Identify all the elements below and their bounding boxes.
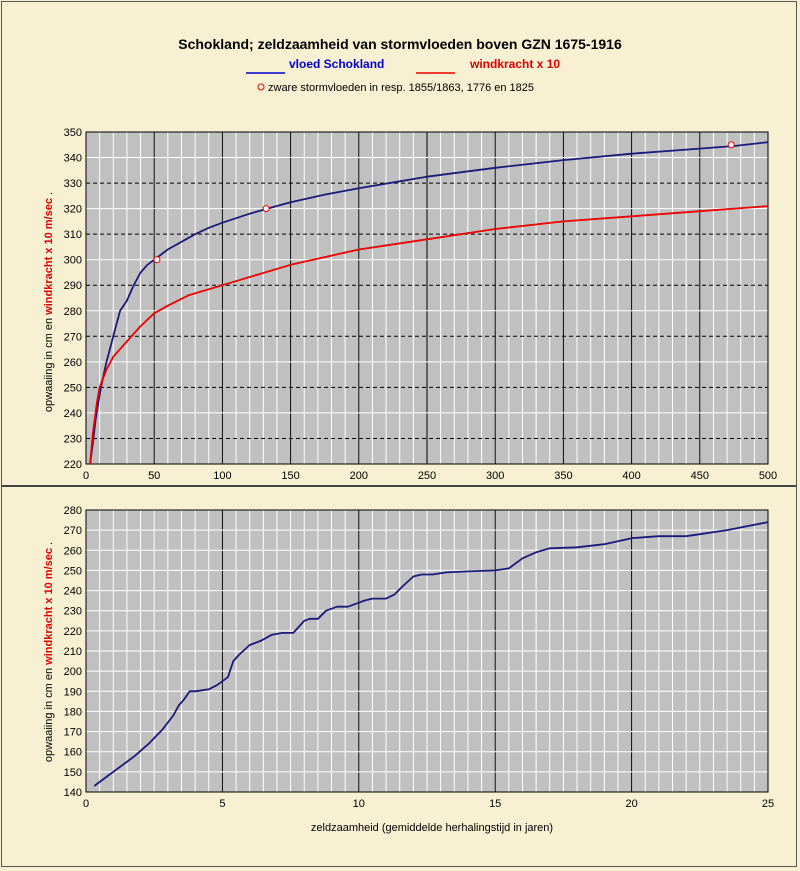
bottom-y-tick-label: 270 bbox=[64, 525, 82, 537]
top-chart: 0 50 100 150 200 250 300 350 400 450 500 220 230 240 2… bbox=[64, 127, 778, 482]
chart-title: Schokland; zeldzaamheid van stormvloeden… bbox=[178, 36, 622, 52]
top-y-tick-label: 340 bbox=[64, 153, 82, 165]
top-y-tick-label: 290 bbox=[64, 280, 82, 292]
top-y-tick-label: 250 bbox=[64, 382, 82, 394]
bottom-y-tick-label: 180 bbox=[64, 706, 82, 718]
bottom-y-tick-label: 190 bbox=[64, 686, 82, 698]
legend-red-label: windkracht x 10 bbox=[469, 57, 560, 71]
bottom-y-tick-label: 230 bbox=[64, 606, 82, 618]
top-y-tick-label: 220 bbox=[64, 459, 82, 471]
top-y-tick-label: 330 bbox=[64, 178, 82, 190]
top-series-red-line bbox=[89, 205, 769, 465]
bottom-x-tick-label: 10 bbox=[353, 798, 365, 810]
panel-divider bbox=[2, 485, 796, 487]
top-x-tick-label: 400 bbox=[622, 470, 640, 482]
bottom-x-tick-label: 20 bbox=[625, 798, 637, 810]
bottom-y-tick-label: 150 bbox=[64, 767, 82, 779]
bottom-y-tick-label: 280 bbox=[64, 505, 82, 517]
bottom-x-tick-label: 0 bbox=[83, 798, 89, 810]
top-x-tick-label: 50 bbox=[148, 470, 160, 482]
top-storm-marker bbox=[153, 256, 161, 264]
top-x-tick-label: 450 bbox=[691, 470, 709, 482]
legend-blue-label: vloed Schokland bbox=[289, 57, 384, 71]
bottom-y-tick-label: 220 bbox=[64, 626, 82, 638]
top-series-blue-line bbox=[89, 141, 769, 465]
bottom-x-tick-label: 5 bbox=[219, 798, 225, 810]
top-x-tick-label: 150 bbox=[281, 470, 299, 482]
top-y-axis-label: opwaaiing in cm en windkracht x 10 m/sec… bbox=[43, 192, 55, 412]
bottom-y-axis-label: opwaaiing in cm en windkracht x 10 m/sec… bbox=[43, 542, 55, 762]
top-y-tick-label: 300 bbox=[64, 255, 82, 267]
bottom-plot-border bbox=[85, 509, 769, 793]
bottom-y-tick-label: 250 bbox=[64, 565, 82, 577]
top-plot-border bbox=[85, 131, 769, 465]
bottom-chart: 0 5 10 15 20 25 140 150 160 170 180 190 200 210 220 230… bbox=[64, 505, 774, 810]
top-x-tick-label: 200 bbox=[350, 470, 368, 482]
top-x-tick-label: 500 bbox=[759, 470, 777, 482]
bottom-y-tick-label: 210 bbox=[64, 646, 82, 658]
top-x-tick-label: 350 bbox=[554, 470, 572, 482]
bottom-y-tick-label: 260 bbox=[64, 545, 82, 557]
top-x-tick-label: 100 bbox=[213, 470, 231, 482]
bottom-y-tick-label: 160 bbox=[64, 747, 82, 759]
bottom-x-axis-label: zeldzaamheid (gemiddelde herhalingstijd … bbox=[311, 822, 553, 834]
top-y-tick-label: 260 bbox=[64, 357, 82, 369]
bottom-y-tick-label: 170 bbox=[64, 727, 82, 739]
top-y-tick-label: 350 bbox=[64, 127, 82, 139]
top-x-tick-label: 0 bbox=[83, 470, 89, 482]
top-y-tick-label: 310 bbox=[64, 229, 82, 241]
bottom-series-blue-line bbox=[93, 521, 769, 787]
bottom-y-tick-label: 200 bbox=[64, 666, 82, 678]
top-y-tick-label: 320 bbox=[64, 204, 82, 216]
top-y-tick-label: 280 bbox=[64, 306, 82, 318]
bottom-x-tick-label: 25 bbox=[762, 798, 774, 810]
legend-marker-icon bbox=[257, 83, 265, 91]
top-x-tick-label: 250 bbox=[418, 470, 436, 482]
top-y-tick-label: 240 bbox=[64, 408, 82, 420]
bottom-y-tick-label: 240 bbox=[64, 586, 82, 598]
bottom-y-tick-label: 140 bbox=[64, 787, 82, 799]
top-y-tick-label: 270 bbox=[64, 331, 82, 343]
legend-marker-note: zware stormvloeden in resp. 1855/1863, 1… bbox=[268, 82, 534, 94]
top-x-tick-label: 300 bbox=[486, 470, 504, 482]
top-storm-marker bbox=[727, 141, 735, 149]
bottom-x-tick-label: 15 bbox=[489, 798, 501, 810]
top-storm-marker bbox=[262, 205, 270, 213]
top-y-tick-label: 230 bbox=[64, 433, 82, 445]
